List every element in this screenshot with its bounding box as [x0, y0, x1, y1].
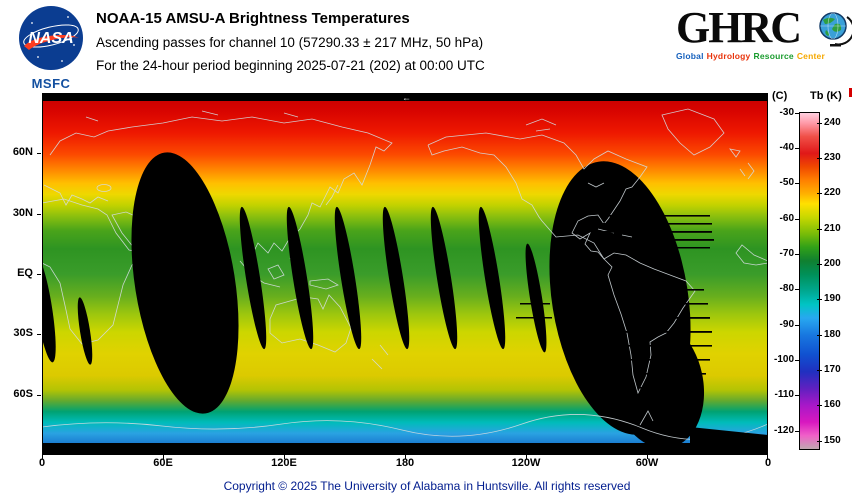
- cb-tick-right: 160: [817, 399, 841, 410]
- page-title: NOAA-15 AMSU-A Brightness Temperatures: [96, 10, 410, 27]
- latitude-axis: 60N 30N EQ 30S 60S: [0, 93, 38, 455]
- lat-label: 60N: [12, 146, 33, 158]
- axis-tick: [284, 455, 285, 459]
- axis-tick: [163, 455, 164, 459]
- lat-label: EQ: [17, 267, 33, 279]
- colorbar-unit-celsius: (C): [772, 90, 788, 102]
- nasa-logo: NASA MSFC: [12, 5, 90, 91]
- cb-tick-left: -100: [762, 354, 800, 365]
- cb-tick-left: -30: [762, 107, 800, 118]
- cb-tick-right: 190: [817, 293, 841, 304]
- ghrc-word-global: Global: [676, 51, 704, 61]
- axis-tick: [37, 153, 41, 154]
- axis-tick: [37, 214, 41, 215]
- cb-tick-left: -110: [762, 389, 800, 400]
- lon-label: 60W: [635, 457, 659, 469]
- axis-tick: [37, 274, 41, 275]
- colorbar: [799, 112, 820, 450]
- cb-tick-right: 220: [817, 187, 841, 198]
- map-svg: ←: [42, 93, 768, 455]
- lon-label: 120E: [271, 457, 297, 469]
- lon-label: 0: [764, 457, 772, 469]
- msfc-label: MSFC: [31, 76, 71, 91]
- cb-tick-left: -50: [762, 177, 800, 188]
- subtitle-channel: Ascending passes for channel 10 (57290.3…: [96, 35, 484, 50]
- cb-tick-left: -90: [762, 319, 800, 330]
- ghrc-word-resource: Resource: [753, 51, 794, 61]
- ghrc-wordmark: GHRC: [676, 3, 852, 52]
- cb-tick-right: 150: [817, 435, 841, 446]
- axis-tick: [526, 455, 527, 459]
- swath-gaps: [42, 152, 547, 414]
- axis-tick: [767, 455, 768, 459]
- lat-label: 30N: [12, 207, 33, 219]
- cb-tick-left: -60: [762, 213, 800, 224]
- axis-tick: [37, 395, 41, 396]
- ghrc-word-hydrology: Hydrology: [706, 51, 751, 61]
- cb-tick-left: -70: [762, 248, 800, 259]
- polar-gap-north: [42, 93, 768, 101]
- cb-tick-right: 170: [817, 364, 841, 375]
- nasa-insignia-icon: NASA: [19, 6, 83, 70]
- lat-label: 60S: [13, 388, 33, 400]
- map-plot: ←: [42, 93, 768, 455]
- ghrc-acronym: GHRC: [676, 3, 802, 52]
- copyright-text: Copyright © 2025 The University of Alaba…: [223, 479, 631, 493]
- cb-tick-left: -120: [762, 425, 800, 436]
- cb-tick-right: 200: [817, 258, 841, 269]
- axis-tick: [647, 455, 648, 459]
- axis-tick: [405, 455, 406, 459]
- scanline-artifacts: [516, 215, 768, 443]
- axis-tick: [37, 334, 41, 335]
- lon-label: 60E: [153, 457, 173, 469]
- ghrc-word-center: Center: [796, 51, 825, 61]
- lat-label: 30S: [13, 327, 33, 339]
- axis-tick: [42, 455, 43, 459]
- ghrc-globe-icon: [819, 12, 852, 47]
- colorbar-unit-kelvin: Tb (K): [810, 90, 842, 102]
- cb-tick-left: -40: [762, 142, 800, 153]
- ghrc-logo: GHRC Global Hydrology Resource Center: [676, 3, 852, 61]
- lon-label: 120W: [511, 457, 541, 469]
- polar-gap-south: [42, 443, 768, 455]
- red-tick-mark: [849, 88, 852, 97]
- direction-arrow: ←: [402, 93, 411, 103]
- ghrc-subtitle: Global Hydrology Resource Center: [676, 51, 848, 61]
- lon-label: 180: [395, 457, 415, 469]
- cb-tick-right: 230: [817, 152, 841, 163]
- subtitle-period: For the 24-hour period beginning 2025-07…: [96, 58, 485, 73]
- nasa-wordmark: NASA: [28, 30, 73, 47]
- cb-tick-right: 180: [817, 329, 841, 340]
- cb-tick-right: 210: [817, 223, 841, 234]
- longitude-axis: 0 60E 120E 180 120W 60W 0: [38, 457, 772, 471]
- cb-tick-right: 240: [817, 117, 841, 128]
- swath-gap-right: [549, 161, 705, 449]
- title-block: NOAA-15 AMSU-A Brightness Temperatures A…: [96, 10, 485, 73]
- lon-label: 0: [38, 457, 46, 469]
- cb-tick-left: -80: [762, 283, 800, 294]
